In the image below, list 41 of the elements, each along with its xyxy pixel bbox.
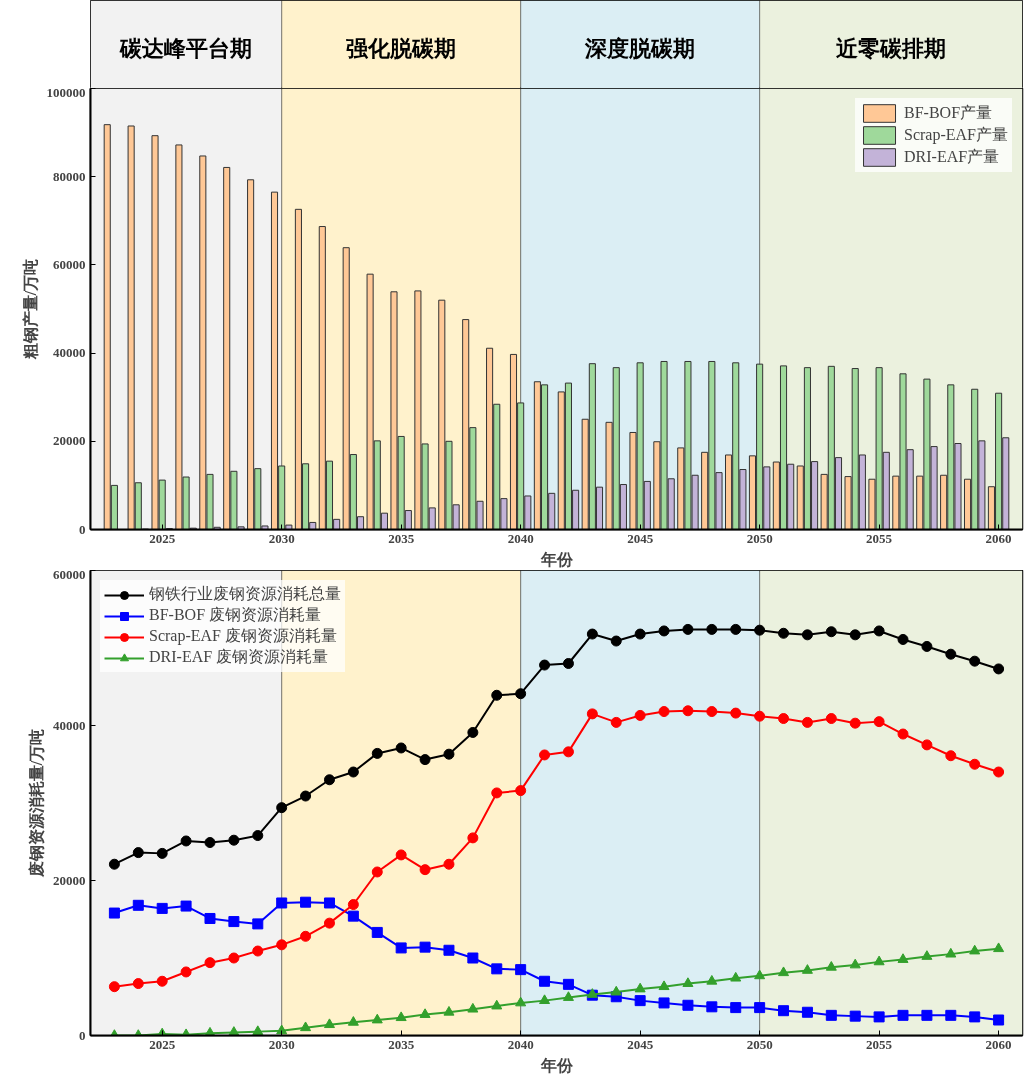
y-tick-label: 60000 — [53, 256, 86, 272]
x-tick-label: 2035 — [388, 530, 415, 546]
x-tick-label: 2025 — [149, 1036, 176, 1052]
legend-label: DRI-EAF产量 — [904, 146, 1000, 167]
y-tick-label: 40000 — [53, 717, 86, 733]
x-tick-label: 2045 — [627, 1036, 654, 1052]
x-tick-label: 2060 — [985, 530, 1012, 546]
y-tick-label: 0 — [79, 521, 86, 537]
band-label: 强化脱碳期 — [346, 36, 457, 62]
y-axis-title: 废钢资源消耗量/万吨 — [28, 728, 45, 879]
legend-label: Scrap-EAF产量 — [904, 124, 1008, 146]
x-axis-title: 年份 — [539, 550, 574, 568]
y-tick-label: 20000 — [53, 433, 86, 449]
x-tick-label: 2025 — [149, 530, 176, 546]
y-tick-label: 0 — [79, 1027, 86, 1043]
x-tick-label: 2055 — [866, 530, 893, 546]
x-tick-label: 2055 — [866, 1036, 893, 1052]
y-tick-label: 100000 — [46, 84, 86, 100]
x-tick-label: 2040 — [507, 530, 534, 546]
y-axis-title: 粗钢产量/万吨 — [21, 258, 39, 361]
x-tick-label: 2045 — [627, 530, 654, 546]
x-tick-label: 2030 — [268, 1036, 295, 1052]
x-tick-label: 2035 — [388, 1036, 415, 1052]
y-tick-label: 20000 — [53, 872, 86, 888]
x-tick-label: 2050 — [746, 530, 773, 546]
band-label: 深度脱碳期 — [584, 36, 696, 62]
x-tick-label: 2040 — [507, 1036, 534, 1052]
legend-label: Scrap-EAF 废钢资源消耗量 — [149, 626, 337, 647]
band-label: 近零碳排期 — [835, 36, 947, 62]
x-axis-title: 年份 — [539, 1056, 574, 1074]
band-label: 碳达峰平台期 — [119, 36, 253, 62]
legend-label: BF-BOF产量 — [904, 102, 993, 123]
y-tick-label: 60000 — [53, 566, 86, 582]
x-tick-label: 2050 — [746, 1036, 773, 1052]
y-tick-label: 40000 — [53, 345, 86, 361]
legend-label: DRI-EAF 废钢资源消耗量 — [149, 647, 329, 667]
x-tick-label: 2030 — [268, 530, 295, 546]
x-tick-label: 2060 — [985, 1036, 1012, 1052]
legend-label: 钢铁行业废钢资源消耗总量 — [149, 584, 341, 604]
legend-label: BF-BOF 废钢资源消耗量 — [149, 605, 322, 625]
y-tick-label: 80000 — [53, 168, 86, 184]
